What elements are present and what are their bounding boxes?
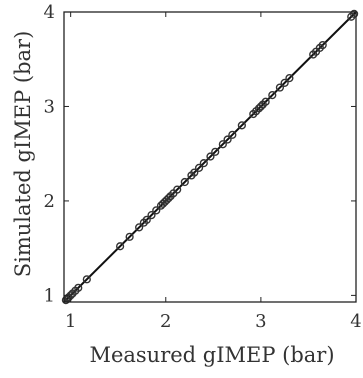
y-tick-label: 4 [44, 2, 55, 23]
data-point [218, 140, 227, 149]
y-tick-label: 2 [44, 191, 55, 212]
data-point [152, 206, 161, 215]
x-tick-label: 4 [350, 311, 361, 332]
data-point [164, 193, 173, 203]
data-point [135, 223, 144, 232]
x-tick-label: 3 [255, 311, 266, 332]
data-point [223, 135, 232, 144]
data-point [349, 9, 359, 18]
data-point [194, 163, 204, 172]
x-tick-label: 1 [65, 311, 76, 332]
data-point [206, 152, 215, 161]
data-point [256, 102, 265, 111]
data-point [280, 78, 289, 87]
data-point [285, 74, 294, 83]
data-point [228, 130, 237, 139]
data-point [180, 177, 189, 187]
data-point [82, 275, 91, 284]
data-point [318, 40, 327, 50]
data-point [116, 242, 125, 251]
data-point [275, 83, 285, 92]
y-tick-label: 1 [44, 285, 55, 306]
data-point [199, 159, 208, 168]
data-point [147, 210, 156, 220]
x-axis-title: Measured gIMEP (bar) [89, 343, 334, 367]
plot-area [61, 9, 359, 305]
data-point [74, 283, 83, 292]
data-point [125, 232, 134, 241]
data-point [173, 185, 182, 194]
y-axis-title: Simulated gIMEP (bar) [11, 31, 35, 278]
data-point [142, 215, 151, 224]
data-point [268, 91, 277, 100]
axes: 1 2 3 4 1 2 3 4 [44, 2, 362, 332]
data-point [261, 97, 270, 106]
data-point [237, 121, 246, 130]
y-tick-label: 3 [44, 96, 55, 117]
x-tick-label: 2 [160, 311, 171, 332]
data-point [190, 168, 199, 177]
axes-frame [63, 11, 357, 303]
data-point [211, 147, 220, 156]
reference-line [63, 11, 357, 303]
